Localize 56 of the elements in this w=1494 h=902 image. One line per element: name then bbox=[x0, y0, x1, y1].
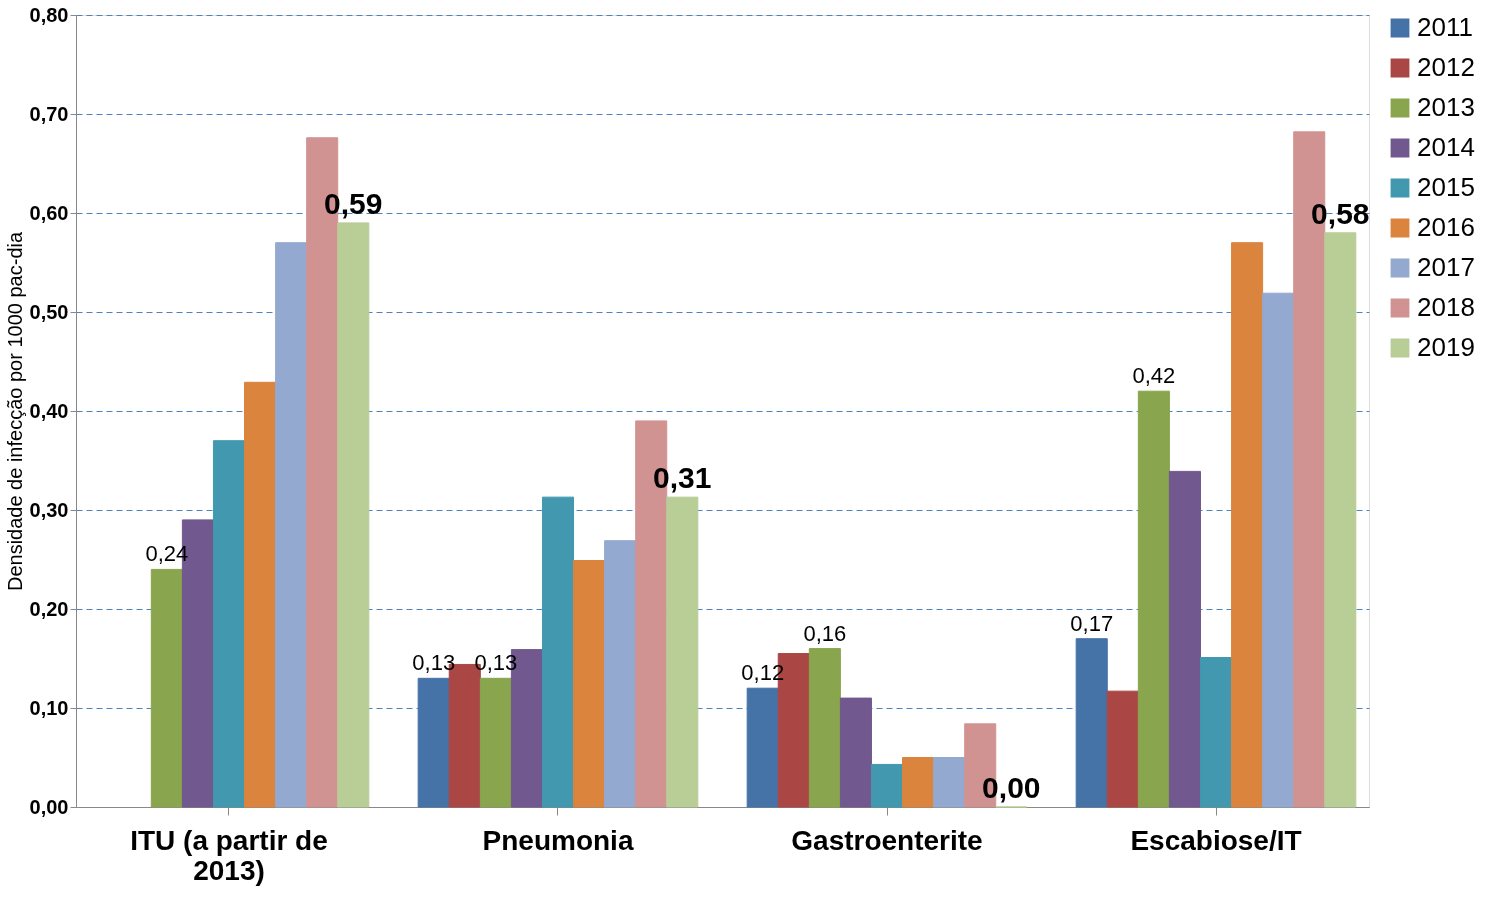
bar bbox=[1262, 292, 1295, 808]
data-label: 0,16 bbox=[803, 620, 847, 646]
y-tick-label: 0,00 bbox=[29, 795, 69, 818]
legend-label: 2017 bbox=[1417, 252, 1475, 282]
bar bbox=[666, 496, 699, 808]
bar bbox=[244, 381, 277, 808]
x-tick-label: Gastroenterite bbox=[791, 824, 983, 856]
bar bbox=[808, 648, 841, 808]
bar bbox=[1199, 657, 1233, 808]
bar bbox=[1137, 390, 1170, 808]
y-axis-title: Densidade de infecção por 1000 pac-dia bbox=[3, 231, 26, 592]
bar bbox=[479, 677, 512, 808]
legend-label: 2016 bbox=[1417, 212, 1475, 242]
bar bbox=[275, 242, 308, 808]
data-label: 0,00 bbox=[982, 771, 1041, 804]
x-tick-label: ITU (a partir de 2013) bbox=[130, 824, 328, 886]
legend-label: 2013 bbox=[1417, 92, 1475, 122]
y-tick-label: 0,30 bbox=[29, 498, 69, 521]
bar bbox=[839, 697, 872, 808]
data-label: 0,42 bbox=[1132, 363, 1176, 389]
y-tick-label: 0,80 bbox=[29, 3, 69, 26]
bar bbox=[870, 763, 904, 808]
data-label: 0,17 bbox=[1070, 610, 1114, 636]
bar bbox=[1168, 470, 1201, 808]
bar bbox=[933, 757, 966, 808]
bar bbox=[1106, 690, 1139, 808]
data-label: 0,31 bbox=[653, 461, 712, 495]
y-tick-label: 0,20 bbox=[29, 597, 69, 620]
bar bbox=[573, 559, 606, 808]
data-label: 0,58 bbox=[1311, 196, 1370, 230]
data-label: 0,59 bbox=[324, 186, 383, 220]
bar bbox=[604, 540, 637, 808]
bar bbox=[746, 687, 779, 808]
y-tick-label: 0,70 bbox=[29, 102, 69, 125]
legend-label: 2011 bbox=[1417, 12, 1473, 42]
bar bbox=[417, 677, 450, 808]
y-tick-label: 0,10 bbox=[29, 696, 69, 719]
legend-label: 2015 bbox=[1417, 172, 1475, 202]
bar bbox=[1324, 232, 1357, 808]
legend-label: 2019 bbox=[1417, 332, 1475, 362]
legend-label: 2012 bbox=[1417, 52, 1475, 82]
bar bbox=[337, 222, 370, 808]
x-tick-label: Pneumonia bbox=[482, 824, 634, 856]
y-tick-label: 0,50 bbox=[29, 300, 69, 323]
data-label: 0,13 bbox=[412, 650, 456, 676]
legend-label: 2018 bbox=[1417, 292, 1475, 322]
bar bbox=[150, 568, 183, 808]
bar bbox=[1231, 242, 1264, 808]
legend-label: 2014 bbox=[1417, 132, 1475, 162]
bar bbox=[1075, 638, 1108, 808]
y-tick-label: 0,40 bbox=[29, 399, 69, 422]
bar bbox=[902, 757, 935, 808]
bar bbox=[541, 496, 575, 808]
bar bbox=[212, 440, 246, 808]
y-tick-label: 0,60 bbox=[29, 201, 69, 224]
x-tick-label: Escabiose/IT bbox=[1130, 824, 1302, 856]
